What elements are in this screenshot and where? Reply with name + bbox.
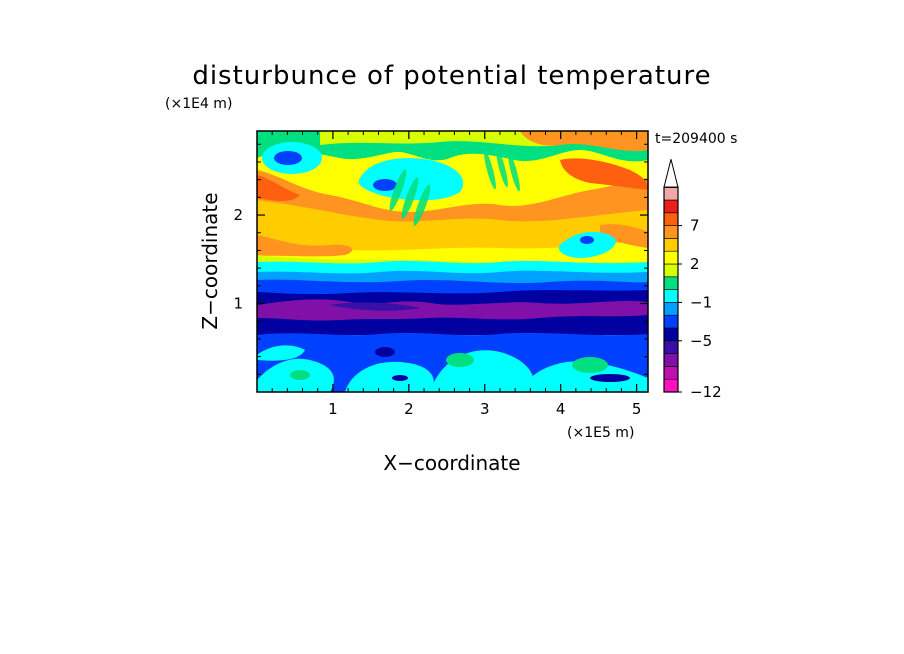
colorbar-swatch (663, 212, 679, 226)
chart-title: disturbunce of potential temperature (192, 61, 711, 91)
colorbar-swatch (663, 314, 679, 329)
cyan-thin-band (257, 260, 648, 274)
x-tick-label: 4 (556, 400, 566, 418)
colorbar-tick-label: −12 (690, 383, 722, 401)
colorbar-frame (663, 186, 679, 393)
x-tick-label: 5 (632, 400, 642, 418)
gravity-wave-stripes (389, 148, 520, 226)
colorbar-tick-label: 7 (690, 217, 700, 235)
blue-spot-left (274, 151, 302, 165)
purple-patch-center (330, 302, 420, 311)
colorbar-swatch (663, 186, 679, 201)
x-tick-label: 3 (480, 400, 490, 418)
cyan-pocket-right (558, 231, 616, 258)
orange-band-3 (600, 224, 648, 248)
colorbar-swatch (663, 353, 679, 367)
plot-area (257, 131, 648, 392)
colorbar-extend-arrow (663, 159, 679, 188)
colorbar-swatch (663, 238, 679, 252)
plot-frame (256, 130, 649, 393)
y-axis-label: Z−coordinate (198, 192, 222, 329)
y-unit-label: (×1E4 m) (165, 96, 232, 112)
x-axis-label: X−coordinate (383, 451, 520, 475)
x-tick-label: 2 (404, 400, 414, 418)
colorbar-tick-label: 2 (690, 255, 700, 273)
colorbar-tick-label: −1 (690, 293, 712, 311)
y-axis-ticks: 12 (233, 143, 648, 375)
x-axis-ticks: 1 2 3 4 5 (271, 131, 642, 418)
blue-band-upper (257, 279, 648, 295)
x-unit-label: (×1E5 m) (567, 425, 634, 441)
blue-spot-center (373, 179, 397, 191)
colorbar-swatch (663, 366, 679, 380)
orange-patch-left (257, 175, 300, 202)
orange-band-2 (257, 235, 353, 257)
blue-spot-right (580, 236, 594, 244)
colorbar-swatch (663, 276, 679, 290)
time-label: t=209400 s (655, 131, 737, 147)
colorbar-swatch (663, 263, 679, 278)
orange-patch-right (560, 158, 648, 190)
colorbar-swatch (663, 289, 679, 303)
x-tick-label: 1 (328, 400, 338, 418)
colorbar-swatch (663, 327, 679, 342)
lower-cyan-blobs (257, 345, 648, 392)
lower-green-patches (290, 353, 608, 380)
colorbar-swatch (663, 378, 679, 393)
y-tick-label: 2 (233, 206, 243, 224)
colorbar-swatch (663, 302, 679, 316)
colorbar-swatch (663, 340, 679, 354)
y-tick-label: 1 (233, 295, 243, 313)
colorbar-swatch (663, 250, 679, 265)
orange-patch-mid (257, 200, 648, 251)
orange-patch-top-right (520, 131, 648, 152)
colorbar: 7 2 −1 −5 −12 (663, 159, 722, 401)
colorbar-tick-label: −5 (690, 332, 712, 350)
colorbar-swatch (663, 199, 679, 214)
colorbar-swatch (663, 225, 679, 239)
lower-dark-spots (375, 347, 630, 382)
